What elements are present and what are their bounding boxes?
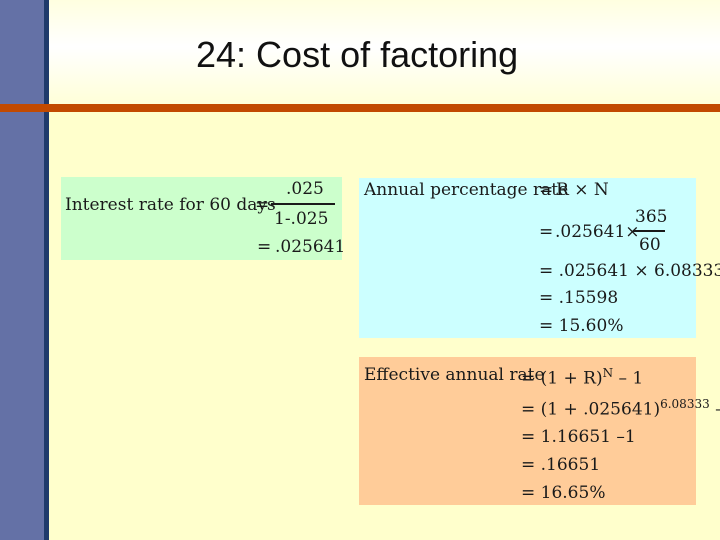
title-area: 24: Cost of factoring	[49, 0, 720, 104]
ear-line2-tail: –1	[710, 400, 720, 420]
apr-line5: = 15.60%	[539, 316, 624, 336]
interest-rate-result-equals: =	[257, 237, 272, 257]
slide-title: 24: Cost of factoring	[196, 34, 519, 75]
ear-formula-tail: – 1	[613, 368, 644, 389]
ear-formula-base: = (1 + R)	[521, 368, 603, 389]
left-accent-bar	[0, 0, 44, 540]
interest-rate-equals: =	[255, 195, 270, 215]
apr-fraction-bar	[633, 230, 665, 232]
ear-line2-exponent: 6.08333	[660, 397, 710, 411]
left-accent-line	[44, 0, 49, 540]
apr-equals: =	[539, 180, 554, 200]
apr-box: Annual percentage rate = R × N = .025641…	[359, 178, 720, 338]
title-divider	[0, 104, 720, 112]
ear-line5: = 16.65%	[521, 483, 606, 503]
ear-line2-base: = (1 + .025641)	[521, 399, 661, 420]
ear-line4: = .16651	[521, 455, 601, 475]
ear-box: Effective annual rate = (1 + R)N – 1 = (…	[359, 357, 720, 505]
interest-rate-label: Interest rate for 60 days	[65, 195, 276, 215]
interest-rate-numerator: .025	[286, 179, 324, 199]
interest-rate-fraction-bar	[271, 203, 335, 205]
apr-line2-denominator: 60	[639, 235, 661, 255]
apr-line3: = .025641 × 6.08333	[539, 261, 720, 281]
ear-formula-exponent: N	[602, 366, 614, 380]
apr-formula: R × N	[556, 180, 609, 200]
apr-line4: = .15598	[539, 288, 619, 308]
ear-formula: = (1 + R)N – 1	[521, 367, 643, 388]
apr-line2-factor: .025641×	[555, 222, 640, 242]
interest-rate-box: Interest rate for 60 days = .025 1-.025 …	[61, 177, 346, 260]
apr-label: Annual percentage rate	[364, 180, 569, 200]
interest-rate-result: .025641	[275, 237, 346, 257]
apr-line2-numerator: 365	[635, 207, 668, 227]
ear-line3: = 1.16651 –1	[521, 427, 636, 447]
ear-line2: = (1 + .025641)6.08333 –1	[521, 398, 720, 419]
interest-rate-denominator: 1-.025	[274, 209, 329, 229]
ear-label: Effective annual rate	[364, 365, 545, 385]
apr-line2-equals: =	[539, 222, 554, 242]
